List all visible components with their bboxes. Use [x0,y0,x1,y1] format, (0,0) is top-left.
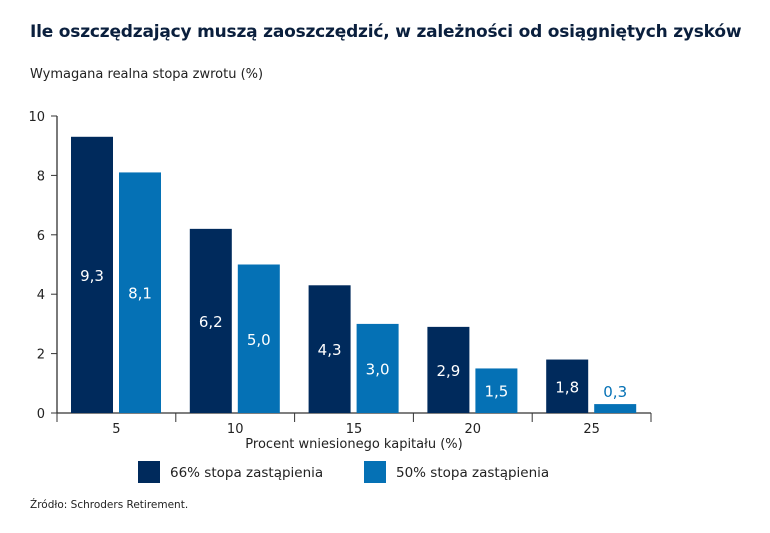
bar [427,326,470,413]
bar [594,404,637,413]
bar-value-label: 5,0 [247,331,271,349]
bar-value-label: 0,3 [603,383,627,401]
y-tick-label: 2 [37,348,45,363]
legend-label: 66% stopa zastąpienia [170,465,323,481]
source-note: Źródło: Schroders Retirement. [30,499,189,511]
bar [237,264,280,413]
x-tick-label: 10 [227,422,244,437]
x-tick-label: 20 [465,422,482,437]
bar-value-label: 2,9 [436,362,460,380]
bar-value-label: 8,1 [128,285,152,303]
legend-label: 50% stopa zastąpienia [396,465,549,481]
bar-value-label: 1,5 [484,383,508,401]
bar-value-label: 4,3 [318,341,342,359]
bar-value-label: 3,0 [366,360,390,378]
legend-swatch [138,461,160,483]
bar [546,359,589,413]
bar [308,285,351,413]
bar-value-label: 1,8 [555,378,579,396]
y-tick-label: 6 [37,229,45,244]
y-axis-label: Wymagana realna stopa zwrotu (%) [30,67,264,82]
bar-value-label: 9,3 [80,267,104,285]
bar [356,323,399,413]
bar-value-label: 6,2 [199,313,223,331]
x-tick-label: 15 [346,422,363,437]
bar [71,136,113,414]
y-tick-label: 8 [37,169,45,184]
bar [475,368,518,413]
legend-swatch [364,461,386,483]
x-axis-label: Procent wniesionego kapitału (%) [245,437,462,452]
x-tick-label: 25 [583,422,600,437]
y-tick-label: 4 [37,288,45,303]
x-tick-label: 5 [112,422,120,437]
bar [119,172,161,413]
bar [189,228,232,413]
y-tick-label: 0 [37,407,45,422]
y-tick-label: 10 [28,110,45,125]
chart-title: Ile oszczędzający muszą zaoszczędzić, w … [30,22,742,42]
